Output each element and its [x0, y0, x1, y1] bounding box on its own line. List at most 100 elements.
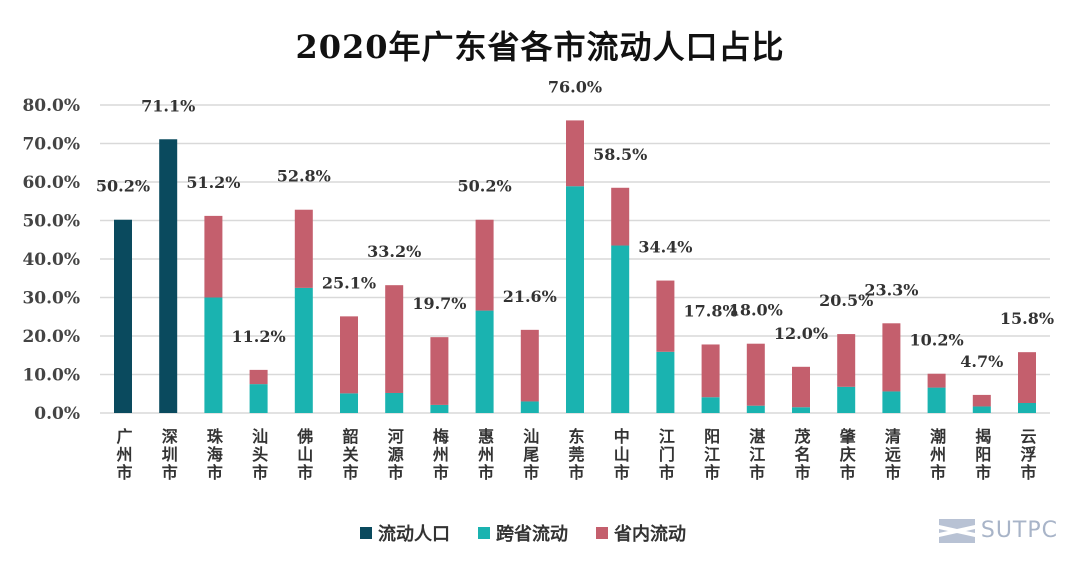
bar-segment [701, 397, 720, 413]
category-label: 湛江市 [746, 428, 765, 482]
category-label: 佛山市 [294, 427, 314, 482]
bar-segment [746, 405, 765, 413]
data-label: 51.2% [186, 173, 240, 192]
bar-segment [837, 334, 856, 387]
data-label: 12.0% [774, 324, 828, 343]
legend-label: 省内流动 [614, 524, 686, 545]
category-label: 潮州市 [927, 427, 947, 482]
bar-segment [475, 310, 494, 413]
category-label: 梅州市 [430, 427, 450, 482]
data-label: 71.1% [141, 96, 195, 115]
category-label: 汕尾市 [520, 428, 539, 482]
y-tick-label: 50.0% [22, 212, 80, 232]
bar-segment [249, 384, 268, 413]
data-label: 18.0% [729, 301, 783, 320]
bar-segment [792, 407, 810, 413]
category-label: 阳江市 [701, 428, 720, 482]
bar-segment [340, 316, 358, 394]
bar-segment [249, 369, 268, 385]
bar-segment [566, 120, 584, 187]
legend-item-cross-province: 跨省流动 [478, 520, 568, 546]
bar-segment [882, 391, 901, 413]
bar-segment [656, 280, 675, 352]
data-label: 17.8% [684, 301, 738, 320]
bar-segment [204, 215, 223, 298]
data-label: 52.8% [277, 167, 331, 186]
category-label: 河源市 [385, 427, 404, 482]
category-label: 珠海市 [204, 427, 223, 482]
data-label: 34.4% [638, 238, 692, 257]
data-label: 19.7% [412, 294, 466, 313]
bar-segment [385, 285, 404, 393]
y-tick-label: 40.0% [22, 250, 80, 270]
data-label: 76.0% [548, 77, 602, 96]
data-label: 21.6% [503, 287, 557, 306]
bar-segment [520, 329, 539, 402]
bar-segment [159, 139, 178, 413]
bar-segment [566, 186, 584, 413]
bar-segment [114, 219, 132, 413]
data-label: 4.7% [960, 352, 1003, 371]
sutpc-logo: SUTPC [938, 518, 1058, 543]
bar-segment [972, 394, 991, 407]
bar-segment [294, 209, 313, 288]
y-tick-label: 0.0% [34, 404, 80, 424]
category-label: 韶关市 [340, 427, 359, 482]
category-label: 惠州市 [475, 427, 495, 482]
category-label: 清远市 [882, 428, 901, 482]
y-tick-label: 80.0% [22, 96, 80, 116]
category-label: 云浮市 [1018, 428, 1037, 482]
y-tick-label: 10.0% [22, 366, 80, 386]
bar-segment [430, 337, 449, 405]
data-label: 50.2% [96, 177, 150, 196]
bar-segment [340, 393, 358, 413]
bar-segment [792, 366, 810, 408]
legend: 流动人口 跨省流动 省内流动 [360, 520, 686, 546]
data-label: 15.8% [1000, 309, 1054, 328]
bar-segment [520, 401, 539, 413]
data-label: 11.2% [232, 327, 286, 346]
bar-segment [475, 219, 494, 311]
bar-segment [611, 187, 630, 246]
bar-segment [611, 245, 630, 413]
category-label: 肇庆市 [837, 427, 857, 482]
legend-swatch [360, 527, 372, 539]
data-label: 25.1% [322, 273, 376, 292]
category-label: 东莞市 [566, 427, 585, 482]
data-label: 10.2% [910, 331, 964, 350]
category-label: 揭阳市 [972, 427, 991, 482]
legend-swatch [478, 527, 490, 539]
bar-segment [294, 287, 313, 413]
logo-text: SUTPC [980, 518, 1058, 543]
legend-item-intra-province: 省内流动 [596, 520, 686, 546]
bar-segment [972, 406, 991, 413]
chart-title: 2020年广东省各市流动人口占比 [295, 28, 785, 66]
bar-segment [430, 404, 449, 413]
data-label: 23.3% [864, 280, 918, 299]
data-label: 58.5% [593, 145, 647, 164]
data-label: 50.2% [458, 177, 512, 196]
category-label: 广州市 [114, 427, 134, 482]
bar-segment [385, 392, 404, 413]
bar-segment [837, 386, 856, 413]
bar-segment [927, 373, 946, 388]
data-label: 33.2% [367, 242, 421, 261]
y-tick-label: 70.0% [22, 135, 80, 155]
category-label: 江门市 [656, 428, 675, 482]
category-label: 深圳市 [159, 427, 178, 482]
category-label: 汕头市 [249, 428, 268, 482]
y-tick-label: 20.0% [22, 327, 80, 347]
y-tick-label: 60.0% [22, 173, 80, 193]
logo-icon [938, 518, 975, 543]
category-label: 茂名市 [792, 427, 811, 482]
data-label: 20.5% [819, 291, 873, 310]
legend-label: 跨省流动 [496, 524, 568, 545]
bar-segment [656, 351, 675, 413]
legend-label: 流动人口 [378, 524, 450, 545]
category-label: 中山市 [611, 427, 630, 482]
legend-swatch [596, 527, 608, 539]
bar-segment [746, 343, 765, 406]
bar-segment [927, 387, 946, 413]
